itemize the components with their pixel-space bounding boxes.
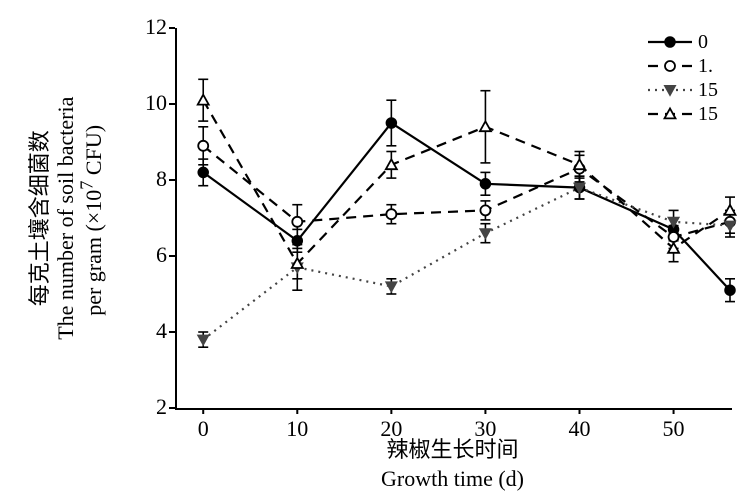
y-tick-label: 4: [133, 318, 167, 344]
x-tick-label: 0: [185, 416, 221, 442]
legend-label: 1.: [698, 55, 713, 78]
x-tick-label: 30: [467, 416, 503, 442]
x-tick-label: 50: [656, 416, 692, 442]
legend-label: 0: [698, 31, 708, 54]
y-tick-label: 10: [133, 90, 167, 116]
legend-label: 15: [698, 103, 718, 126]
x-tick-label: 40: [561, 416, 597, 442]
x-tick-label: 10: [279, 416, 315, 442]
legend-item: 15: [648, 78, 718, 102]
y-tick-label: 2: [133, 394, 167, 420]
y-tick-label: 6: [133, 242, 167, 268]
legend-label: 15: [698, 79, 718, 102]
x-tick-label: 20: [373, 416, 409, 442]
chart-container: 每克土壤含细菌数 The number of soil bacteria per…: [0, 0, 750, 500]
y-tick-label: 8: [133, 166, 167, 192]
legend-item: 15: [648, 102, 718, 126]
legend-item: 1.: [648, 54, 718, 78]
y-tick-label: 12: [133, 14, 167, 40]
legend-item: 0: [648, 30, 718, 54]
legend: 01.1515: [648, 30, 718, 126]
x-axis-label: 辣椒生长时间 Growth time (d): [175, 436, 730, 493]
